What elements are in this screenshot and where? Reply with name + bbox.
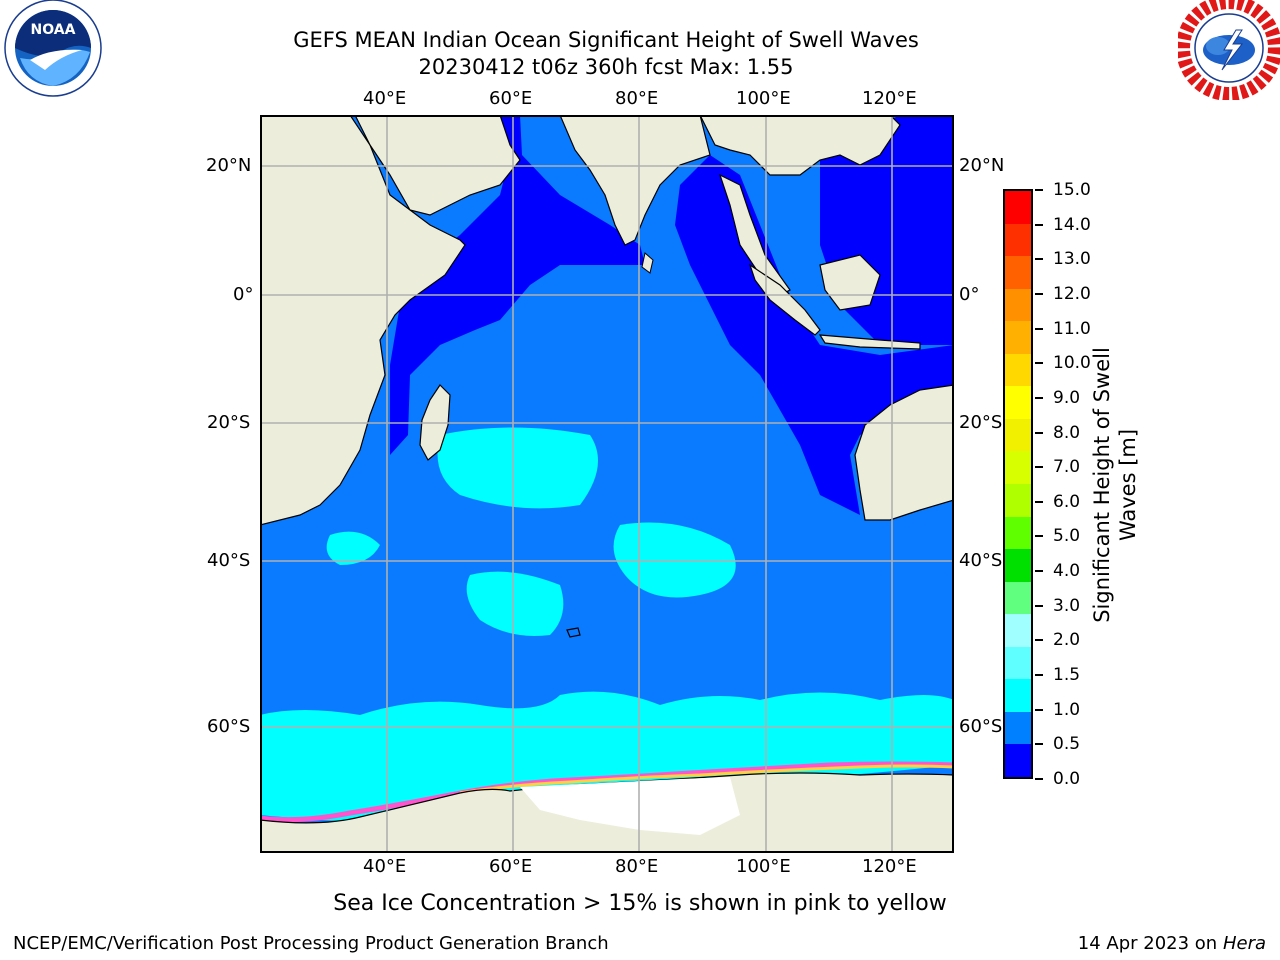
lat-label-left: 20°N xyxy=(206,155,252,176)
southeast-asia-land xyxy=(699,115,901,176)
colorbar-tick xyxy=(1035,327,1043,330)
colorbar-label: 12.0 xyxy=(1053,283,1091,304)
colorbar-label: 9.0 xyxy=(1053,387,1081,408)
colorbar-segment xyxy=(1005,288,1031,322)
colorbar-segment xyxy=(1005,484,1031,518)
lon-label-bottom: 40°E xyxy=(363,856,407,877)
colorbar-tick xyxy=(1035,604,1043,607)
colorbar-tick xyxy=(1035,292,1043,295)
lat-label-right: 20°S xyxy=(959,412,1003,433)
footer-date: 14 Apr 2023 on Hera xyxy=(1078,933,1266,954)
footer-credit: NCEP/EMC/Verification Post Processing Pr… xyxy=(13,933,609,954)
colorbar-label: 10.0 xyxy=(1053,353,1091,374)
sea-ice-note: Sea Ice Concentration > 15% is shown in … xyxy=(333,891,947,916)
lat-label-left: 40°S xyxy=(207,550,251,571)
colorbar-label: 0.5 xyxy=(1053,734,1081,755)
lon-label-bottom: 120°E xyxy=(862,856,917,877)
footer-host: Hera xyxy=(1222,933,1266,954)
lon-label-top: 80°E xyxy=(615,88,659,109)
colorbar-segment xyxy=(1005,646,1031,680)
colorbar-segment xyxy=(1005,223,1031,257)
lon-label-bottom: 80°E xyxy=(615,856,659,877)
colorbar-tick xyxy=(1035,535,1043,538)
colorbar-tick xyxy=(1035,778,1043,780)
colorbar-tick xyxy=(1035,743,1043,746)
colorbar-label: 11.0 xyxy=(1053,318,1091,339)
swell-map xyxy=(260,115,954,853)
colorbar-label: 0.0 xyxy=(1053,769,1081,789)
colorbar-segment xyxy=(1005,516,1031,550)
colorbar-label: 15.0 xyxy=(1053,180,1091,200)
noaa-logo: NOAA xyxy=(0,0,106,100)
lat-label-right: 60°S xyxy=(959,716,1003,737)
colorbar-tick xyxy=(1035,258,1043,261)
colorbar-tick xyxy=(1035,708,1043,711)
colorbar-tick xyxy=(1035,639,1043,642)
colorbar xyxy=(1003,189,1033,779)
colorbar-tick xyxy=(1035,189,1043,191)
arabian-sea-low-swell xyxy=(390,115,645,455)
colorbar-tick xyxy=(1035,500,1043,503)
colorbar-tick xyxy=(1035,570,1043,573)
colorbar-label: 4.0 xyxy=(1053,561,1081,582)
australia-land xyxy=(854,384,954,521)
colorbar-segment xyxy=(1005,744,1031,778)
colorbar-label: 14.0 xyxy=(1053,214,1091,235)
title-line-1: GEFS MEAN Indian Ocean Significant Heigh… xyxy=(293,28,919,52)
lat-label-right: 40°S xyxy=(959,550,1003,571)
sea-ice-edge xyxy=(260,761,954,823)
colorbar-label: 5.0 xyxy=(1053,526,1081,547)
lat-label-right: 20°N xyxy=(959,155,1005,176)
lon-label-top: 40°E xyxy=(363,88,407,109)
colorbar-tick xyxy=(1035,431,1043,434)
noaa-logo-text: NOAA xyxy=(31,22,76,38)
lon-label-top: 120°E xyxy=(862,88,917,109)
india-land xyxy=(559,115,711,246)
colorbar-tick xyxy=(1035,223,1043,226)
colorbar-segment xyxy=(1005,711,1031,745)
colorbar-tick xyxy=(1035,466,1043,469)
colorbar-segment xyxy=(1005,191,1031,225)
colorbar-tick xyxy=(1035,362,1043,365)
colorbar-segment xyxy=(1005,386,1031,420)
colorbar-segment xyxy=(1005,353,1031,387)
colorbar-tick xyxy=(1035,396,1043,399)
colorbar-segment xyxy=(1005,679,1031,713)
lat-label-right: 0° xyxy=(959,284,980,305)
colorbar-label: 7.0 xyxy=(1053,457,1081,478)
nws-logo xyxy=(1176,0,1280,101)
colorbar-label: 2.0 xyxy=(1053,630,1081,651)
colorbar-label: 6.0 xyxy=(1053,491,1081,512)
colorbar-segment xyxy=(1005,581,1031,615)
colorbar-label: 8.0 xyxy=(1053,422,1081,443)
colorbar-label: 1.0 xyxy=(1053,699,1081,720)
lat-label-left: 60°S xyxy=(207,716,251,737)
colorbar-segment xyxy=(1005,321,1031,355)
colorbar-title-line-1: Significant Height of Swell xyxy=(1090,347,1114,623)
title-line-2: 20230412 t06z 360h fcst Max: 1.55 xyxy=(418,55,794,79)
colorbar-segment xyxy=(1005,256,1031,290)
lat-label-left: 20°S xyxy=(207,412,251,433)
colorbar-segment xyxy=(1005,549,1031,583)
lon-label-bottom: 60°E xyxy=(489,856,533,877)
lat-label-left: 0° xyxy=(233,284,254,305)
swell-cyan-patches xyxy=(260,427,954,822)
lon-label-bottom: 100°E xyxy=(736,856,791,877)
colorbar-segment xyxy=(1005,451,1031,485)
lon-label-top: 60°E xyxy=(489,88,533,109)
colorbar-title-line-2: Waves [m] xyxy=(1116,428,1140,542)
indonesia-land xyxy=(748,263,821,336)
kerguelen-islands xyxy=(566,627,581,638)
colorbar-segment xyxy=(1005,418,1031,452)
colorbar-tick xyxy=(1035,674,1043,677)
footer-date-text: 14 Apr 2023 on xyxy=(1077,933,1223,954)
map-gridlines xyxy=(260,115,954,853)
colorbar-label: 3.0 xyxy=(1053,595,1081,616)
colorbar-label: 1.5 xyxy=(1053,665,1081,686)
colorbar-label: 13.0 xyxy=(1053,249,1091,270)
lon-label-top: 100°E xyxy=(736,88,791,109)
colorbar-segment xyxy=(1005,614,1031,648)
map-frame xyxy=(260,115,954,853)
